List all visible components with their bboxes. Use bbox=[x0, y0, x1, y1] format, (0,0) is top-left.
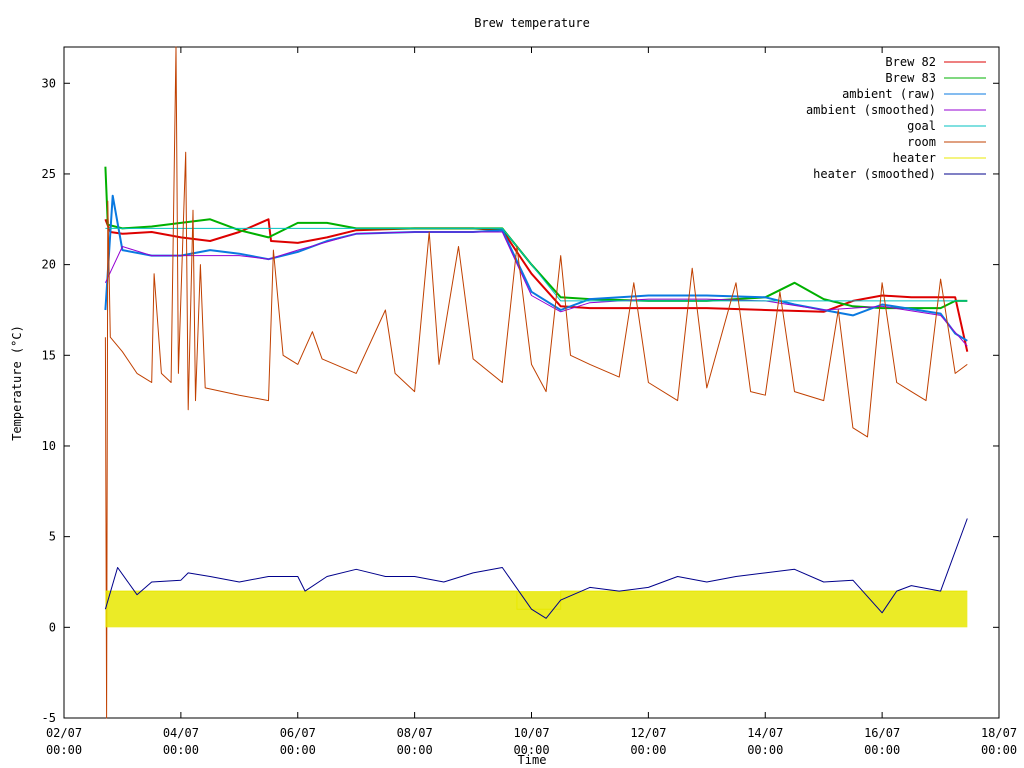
x-tick-time: 00:00 bbox=[630, 743, 666, 757]
y-tick-label: 25 bbox=[42, 167, 56, 181]
series-line-heater bbox=[105, 590, 968, 610]
y-tick-label: 15 bbox=[42, 348, 56, 362]
x-tick-date: 06/07 bbox=[280, 726, 316, 740]
y-tick-label: -5 bbox=[42, 711, 56, 725]
series-ambient-smoothed bbox=[104, 231, 968, 347]
y-tick-label: 10 bbox=[42, 439, 56, 453]
x-tick-date: 14/07 bbox=[747, 726, 783, 740]
x-tick-date: 08/07 bbox=[397, 726, 433, 740]
series-line-ambient-raw bbox=[104, 194, 968, 342]
y-axis: -5 0 5 10 15 20 25 30 bbox=[42, 76, 999, 725]
x-tick-date: 18/07 bbox=[981, 726, 1017, 740]
legend-label-goal: goal bbox=[907, 119, 936, 133]
series-goal bbox=[105, 227, 968, 302]
x-axis: 02/07 00:00 04/07 00:00 06/07 00:00 08/07 00:00… bbox=[46, 47, 1017, 757]
legend: Brew 82 Brew 83 ambient (raw) ambient (smoo… bbox=[806, 55, 986, 181]
legend-label-brew-82: Brew 82 bbox=[885, 55, 936, 69]
x-tick-time: 00:00 bbox=[513, 743, 549, 757]
chart-title: Brew temperature bbox=[474, 16, 590, 30]
y-tick-label: 30 bbox=[42, 76, 56, 90]
x-axis-label: Time bbox=[518, 753, 547, 767]
x-tick-time: 00:00 bbox=[163, 743, 199, 757]
x-tick-time: 00:00 bbox=[280, 743, 316, 757]
series-line-goal bbox=[105, 227, 968, 302]
series-line-room bbox=[104, 46, 968, 719]
legend-label-brew-83: Brew 83 bbox=[885, 71, 936, 85]
y-tick-label: 5 bbox=[49, 530, 56, 544]
legend-label-ambient-raw: ambient (raw) bbox=[842, 87, 936, 101]
x-tick-time: 00:00 bbox=[46, 743, 82, 757]
x-tick-date: 12/07 bbox=[630, 726, 666, 740]
x-tick-time: 00:00 bbox=[747, 743, 783, 757]
series-line-ambient-smoothed bbox=[104, 231, 968, 347]
x-tick-time: 00:00 bbox=[981, 743, 1017, 757]
series-heater-smoothed bbox=[104, 518, 968, 619]
series-ambient-raw bbox=[104, 194, 968, 342]
x-tick-time: 00:00 bbox=[864, 743, 900, 757]
legend-label-room: room bbox=[907, 135, 936, 149]
y-tick-label: 20 bbox=[42, 258, 56, 272]
x-tick-date: 02/07 bbox=[46, 726, 82, 740]
legend-label-heater-smoothed: heater (smoothed) bbox=[813, 167, 936, 181]
series-heater bbox=[105, 590, 968, 628]
x-tick-date: 16/07 bbox=[864, 726, 900, 740]
y-axis-label: Temperature (°C) bbox=[10, 325, 24, 441]
y-tick-label: 0 bbox=[49, 620, 56, 634]
legend-label-ambient-smoothed: ambient (smoothed) bbox=[806, 103, 936, 117]
x-tick-date: 04/07 bbox=[163, 726, 199, 740]
x-tick-date: 10/07 bbox=[513, 726, 549, 740]
series-line-heater-smoothed bbox=[104, 518, 968, 619]
series-room bbox=[104, 46, 968, 719]
series-layer bbox=[104, 46, 969, 719]
x-tick-time: 00:00 bbox=[397, 743, 433, 757]
legend-label-heater: heater bbox=[893, 151, 936, 165]
